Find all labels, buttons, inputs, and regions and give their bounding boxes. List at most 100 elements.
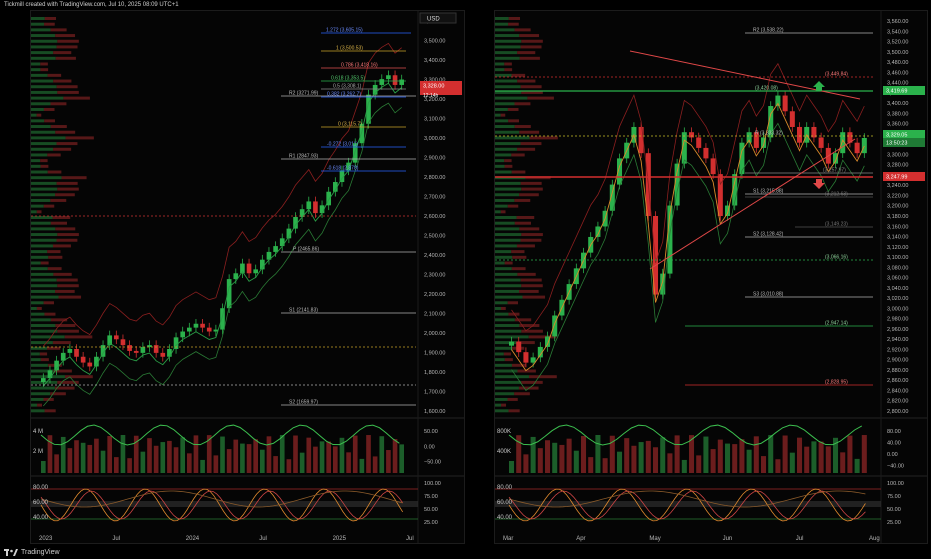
right-chart-panel[interactable]: 3,560.00 3,540.00 3,520.00 3,500.00 3,480.00… (494, 10, 928, 544)
y-tick-label: 3,200.00 (887, 204, 908, 210)
volume-profile-bar-up (31, 85, 57, 89)
volume-profile-bar-up (31, 233, 58, 237)
volume-bar (732, 444, 738, 473)
volume-profile-bar-up (31, 28, 51, 32)
candle-body (379, 79, 385, 85)
volume-bar (47, 435, 53, 473)
volume-bar (573, 450, 579, 473)
candle-body (114, 335, 119, 340)
candle-body (840, 132, 846, 154)
volume-profile-bar-down (47, 73, 62, 77)
y-tick-label: 3,160.00 (887, 224, 908, 230)
volume-bar (339, 437, 345, 473)
volume-profile-bar-up (31, 45, 57, 49)
volume-profile-bar-up (31, 113, 37, 117)
y-tick-label: 2,500.00 (424, 234, 445, 240)
level-label: 0.786 (3,418.16) (341, 63, 378, 69)
volume-bar (372, 456, 378, 473)
volume-bar (768, 435, 774, 473)
y-tick-label: 2,100.00 (424, 312, 445, 318)
level-label: (3,257.97) (823, 168, 846, 174)
y-tick-label: 1,900.00 (424, 351, 445, 357)
y-tick-label: 1,600.00 (424, 409, 445, 415)
volume-profile-bar-down (52, 341, 71, 345)
level-label: P (2465.86) (293, 247, 319, 253)
candle-body (359, 123, 365, 144)
candle-body (206, 327, 212, 332)
volume-profile-bar-up (31, 329, 58, 333)
left-chart-svg[interactable]: 3,600.003,500.003,400.003,300.003,200.00… (31, 11, 464, 543)
volume-profile-bar-down (507, 301, 519, 305)
volume-profile-bar-down (56, 85, 78, 89)
volume-bar (193, 435, 199, 473)
volume-profile-bar-up (495, 45, 521, 49)
stochastic-d-line (40, 490, 404, 520)
oscillator-tick-label: 80.00 (33, 485, 49, 491)
volume-profile-bar-down (516, 216, 535, 219)
volume-bar (279, 435, 285, 473)
volume-profile-bar-down (511, 73, 526, 77)
volume-profile-bar-down (44, 119, 55, 123)
volume-profile-bar-down (57, 39, 79, 43)
volume-bar (173, 447, 179, 473)
volume-profile-bar-up (495, 51, 518, 55)
volume-profile-bar-down (519, 130, 540, 134)
volume-profile-bar-down (47, 346, 61, 350)
volume-profile-bar-up (31, 170, 48, 174)
volume-profile-bar-up (495, 28, 515, 32)
volume-bar (41, 461, 46, 473)
y-tick-label: 3,400.00 (424, 58, 445, 64)
volume-profile-bar-down (508, 409, 520, 413)
volume-bar (789, 452, 795, 473)
volume-profile-bar-up (495, 56, 520, 60)
price-badge-label: 3,419.69 (886, 89, 907, 95)
candle-body (173, 337, 179, 349)
oscillator-tick-label: 60.00 (33, 500, 49, 506)
volume-bar (246, 444, 252, 473)
y-tick-label: 3,140.00 (887, 235, 908, 241)
volume-profile-bar-up (495, 96, 528, 100)
volume-bar (213, 455, 219, 473)
candle-body (660, 273, 666, 295)
volume-bar (516, 435, 522, 473)
volume-profile-bar-down (514, 102, 531, 106)
oscillator-tick-label: 80.00 (497, 485, 513, 491)
y-tick-label: 2,940.00 (887, 337, 908, 343)
volume-profile-bar-up (31, 181, 57, 185)
level-label: (3,420.08) (755, 86, 778, 92)
volume-bar (811, 441, 817, 473)
volume-bar (366, 435, 371, 473)
volume-profile-bar-down (508, 312, 520, 316)
volume-profile-bar-down (520, 278, 542, 282)
left-chart-panel[interactable]: 3,600.003,500.003,400.003,300.003,200.00… (30, 10, 465, 544)
y-tick-label: 2,840.00 (887, 388, 908, 394)
volume-bar (674, 435, 680, 473)
volume-profile-bar-up (31, 386, 55, 390)
candle-body (854, 142, 860, 154)
volume-profile-bar-down (54, 386, 75, 390)
volume-profile-bar-up (495, 238, 521, 242)
candle-body (273, 246, 278, 252)
candle-body (226, 279, 232, 309)
volume-bar (180, 437, 186, 473)
oscillator-right-tick: 50.00 (887, 507, 901, 513)
y-tick-label: 2,900.00 (424, 156, 445, 162)
volume-bar (509, 461, 515, 473)
volume-bar (530, 436, 536, 473)
right-chart-svg[interactable]: 3,560.00 3,540.00 3,520.00 3,500.00 3,480.00… (495, 11, 927, 543)
volume-bar (266, 436, 272, 473)
y-tick-label: 2,980.00 (887, 317, 908, 323)
volume-profile-bar-up (495, 119, 509, 123)
volume-profile-bar-down (57, 284, 79, 288)
candle-body (667, 205, 673, 274)
level-label: (3,149.23) (825, 222, 848, 228)
volume-bar (206, 435, 212, 473)
candle-body (681, 132, 687, 164)
volume-bar (379, 436, 385, 473)
volume-bar (861, 435, 867, 473)
volume-bar (523, 454, 529, 473)
volume-profile-bar-up (31, 187, 58, 191)
volume-profile-bar-down (55, 227, 76, 231)
candle-body (313, 201, 318, 214)
volume-profile-bar-up (495, 278, 521, 282)
